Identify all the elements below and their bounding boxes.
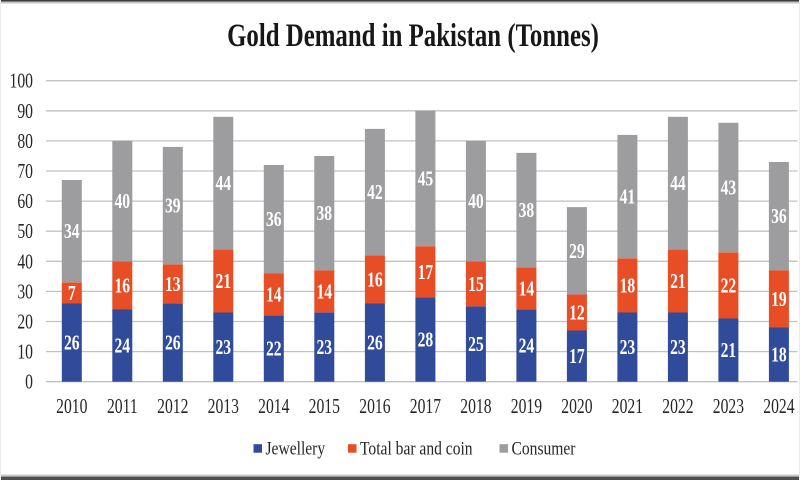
svg-text:Jewellery: Jewellery	[266, 438, 326, 459]
svg-text:2014: 2014	[258, 396, 289, 419]
svg-text:2016: 2016	[359, 396, 390, 419]
svg-text:26: 26	[64, 333, 80, 356]
svg-text:25: 25	[468, 334, 484, 357]
svg-text:40: 40	[468, 191, 484, 214]
svg-text:23: 23	[620, 337, 636, 360]
svg-text:36: 36	[771, 206, 787, 229]
svg-text:24: 24	[519, 336, 535, 359]
svg-text:44: 44	[670, 173, 686, 196]
svg-text:24: 24	[114, 336, 130, 359]
svg-text:38: 38	[519, 200, 535, 223]
svg-text:2013: 2013	[208, 396, 239, 419]
svg-text:50: 50	[17, 221, 33, 244]
svg-text:21: 21	[721, 340, 737, 363]
svg-text:2012: 2012	[157, 396, 188, 419]
svg-text:Total bar and coin: Total bar and coin	[360, 438, 473, 459]
svg-text:19: 19	[771, 289, 787, 312]
svg-text:23: 23	[215, 337, 231, 360]
svg-text:21: 21	[670, 271, 686, 294]
svg-text:34: 34	[64, 221, 80, 244]
svg-text:2010: 2010	[56, 396, 87, 419]
svg-text:15: 15	[468, 274, 484, 297]
svg-text:14: 14	[316, 281, 332, 304]
svg-text:43: 43	[721, 178, 737, 201]
svg-text:42: 42	[367, 182, 383, 205]
svg-text:Consumer: Consumer	[512, 438, 576, 459]
svg-text:26: 26	[367, 333, 383, 356]
svg-text:18: 18	[771, 345, 787, 368]
svg-text:2015: 2015	[309, 396, 340, 419]
svg-text:2024: 2024	[763, 396, 794, 419]
svg-text:100: 100	[10, 71, 33, 94]
svg-text:70: 70	[17, 161, 33, 184]
svg-text:90: 90	[17, 101, 33, 124]
svg-text:28: 28	[418, 330, 434, 353]
svg-text:14: 14	[519, 278, 535, 301]
svg-text:2022: 2022	[662, 396, 693, 419]
svg-text:Gold Demand in Pakistan (Tonne: Gold Demand in Pakistan (Tonnes)	[227, 18, 599, 54]
svg-text:2011: 2011	[107, 396, 138, 419]
svg-text:10: 10	[17, 342, 33, 365]
svg-text:41: 41	[620, 187, 636, 210]
svg-text:23: 23	[670, 337, 686, 360]
svg-text:40: 40	[114, 191, 130, 214]
svg-text:22: 22	[721, 275, 737, 298]
svg-text:0: 0	[25, 372, 33, 395]
svg-text:21: 21	[215, 271, 231, 294]
svg-text:14: 14	[266, 284, 282, 307]
svg-text:16: 16	[367, 269, 383, 292]
svg-text:17: 17	[418, 262, 434, 285]
svg-text:2019: 2019	[511, 396, 542, 419]
svg-text:60: 60	[17, 191, 33, 214]
svg-text:17: 17	[569, 346, 585, 369]
svg-text:80: 80	[17, 131, 33, 154]
svg-text:2018: 2018	[460, 396, 491, 419]
svg-text:44: 44	[215, 173, 231, 196]
svg-text:2017: 2017	[410, 396, 441, 419]
svg-text:29: 29	[569, 241, 585, 264]
svg-text:40: 40	[17, 251, 33, 274]
svg-text:12: 12	[569, 302, 585, 325]
svg-text:22: 22	[266, 339, 282, 362]
svg-text:36: 36	[266, 209, 282, 232]
svg-text:30: 30	[17, 281, 33, 304]
svg-text:45: 45	[418, 168, 434, 191]
svg-text:2023: 2023	[713, 396, 744, 419]
svg-text:38: 38	[316, 203, 332, 226]
svg-text:7: 7	[68, 283, 76, 306]
svg-text:2020: 2020	[561, 396, 592, 419]
svg-text:2021: 2021	[612, 396, 643, 419]
svg-text:26: 26	[165, 333, 181, 356]
svg-text:18: 18	[620, 275, 636, 298]
svg-text:13: 13	[165, 274, 181, 297]
svg-text:16: 16	[114, 275, 130, 298]
svg-text:20: 20	[17, 311, 33, 334]
svg-text:39: 39	[165, 196, 181, 219]
svg-text:23: 23	[316, 337, 332, 360]
